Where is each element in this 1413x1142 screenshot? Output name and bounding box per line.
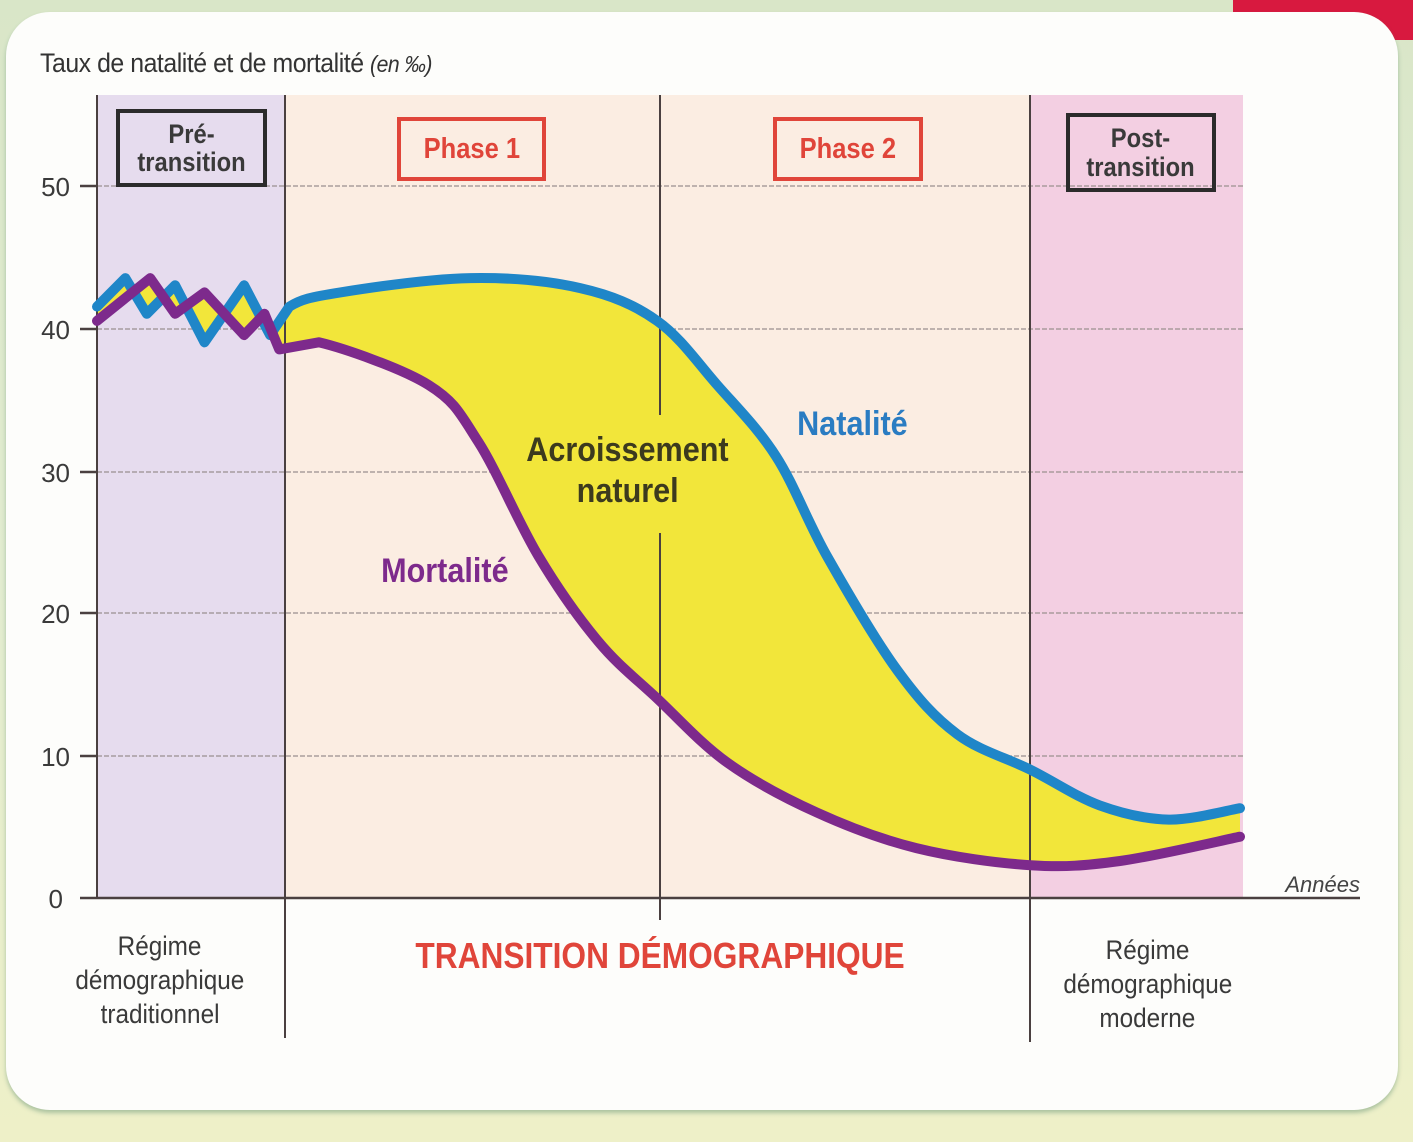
phase-2-box: Phase 2 — [773, 117, 923, 181]
accroissement-line2: naturel — [576, 471, 679, 510]
x-axis-title: Années — [1283, 872, 1360, 897]
mortalite-label: Mortalité — [381, 552, 509, 590]
chart-title-main: Taux de natalité et de mortalité — [40, 48, 364, 78]
pre-transition-box: Pré- transition — [116, 109, 267, 187]
pre-transition-line1: Pré- — [168, 118, 215, 149]
transition-demographique-label: TRANSITION DÉMOGRAPHIQUE — [415, 935, 905, 976]
chart-title-unit: (en ‰) — [370, 51, 432, 77]
post-transition-box: Post- transition — [1066, 113, 1216, 192]
y-tick-50: 50 — [41, 172, 70, 202]
accroissement-line1: Acroissement — [526, 431, 729, 469]
pre-transition-region — [97, 95, 285, 898]
accroissement-naturel-area — [97, 278, 1240, 867]
y-tick-0: 0 — [49, 884, 63, 914]
natalite-label: Natalité — [796, 405, 908, 443]
traditional-regime-label: Régime démographique traditionnel — [75, 931, 245, 1029]
phase-1-label: Phase 1 — [423, 132, 520, 165]
post-transition-line2: transition — [1086, 151, 1196, 182]
y-tick-30: 30 — [41, 458, 70, 488]
y-tick-40: 40 — [41, 315, 70, 345]
mortalite-line — [92, 273, 1245, 872]
y-tick-10: 10 — [41, 742, 70, 772]
phase-1-box: Phase 1 — [397, 117, 546, 181]
post-transition-line1: Post- — [1111, 123, 1171, 154]
chart-title: Taux de natalité et de mortalité (en ‰) — [40, 48, 432, 79]
region-dividers — [96, 95, 1031, 1042]
natalite-line — [92, 273, 1245, 825]
y-axis-ticks — [80, 184, 97, 758]
y-axis-labels: 50 40 30 20 10 0 — [41, 172, 70, 914]
modern-regime-label: Régime démographique moderne — [1063, 935, 1232, 1033]
post-transition-region — [1030, 95, 1243, 898]
y-tick-20: 20 — [41, 599, 70, 629]
accroissement-naturel-label: Acroissement naturel — [495, 430, 760, 512]
phase-2-label: Phase 2 — [799, 132, 897, 165]
pre-transition-line2: transition — [137, 147, 246, 177]
